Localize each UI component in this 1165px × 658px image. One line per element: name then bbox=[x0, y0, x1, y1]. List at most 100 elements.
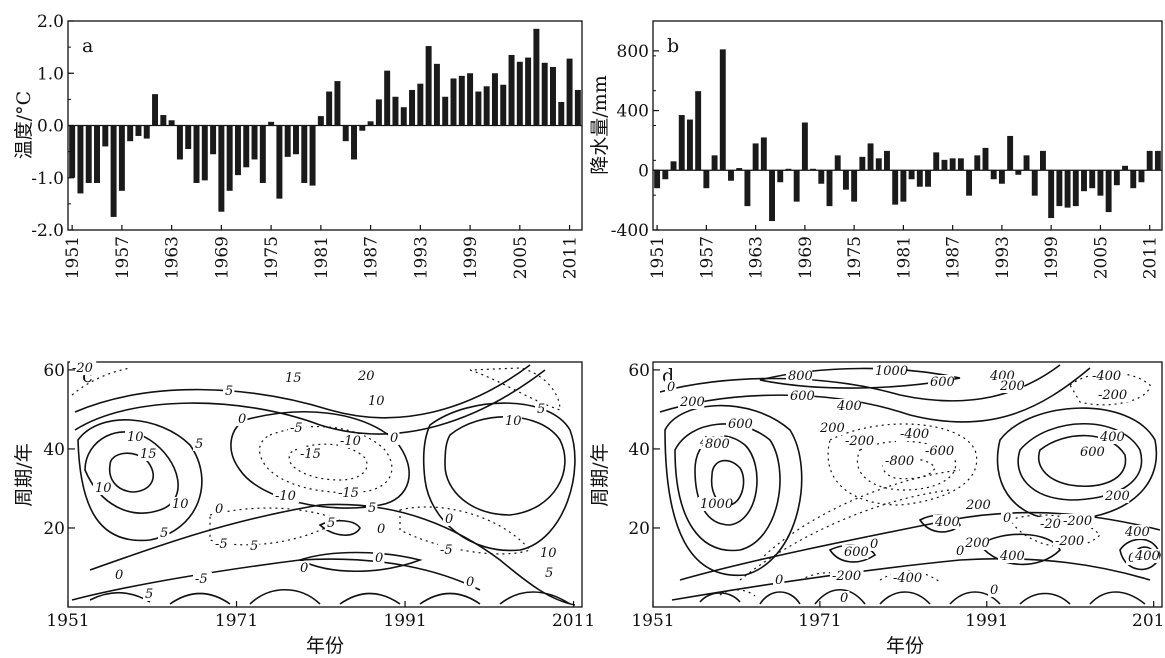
gc-contour-label-bg bbox=[325, 516, 337, 530]
gc-contour-label: -5 bbox=[290, 421, 303, 436]
gd-contour-label: 200 bbox=[1104, 489, 1130, 504]
gc-contour-label: -10 bbox=[275, 489, 296, 504]
gb-bar bbox=[875, 158, 882, 171]
panel-b: b 降水量/mm 800 400 0 -400 1951 1957 1963 1969 197… bbox=[589, 20, 1163, 279]
ga-bar bbox=[77, 125, 84, 194]
gd-contour-label-bg bbox=[1103, 489, 1130, 503]
panel-c-contours bbox=[71, 364, 576, 606]
gb-bar bbox=[851, 170, 858, 202]
gd-contour-label: -200 bbox=[1098, 388, 1127, 403]
ga-bar bbox=[218, 125, 225, 212]
gd-contour-label: 0 bbox=[956, 544, 964, 559]
gb-bar bbox=[834, 155, 841, 171]
gd-contour-label-bg bbox=[963, 536, 990, 550]
gd-contour-label-bg bbox=[726, 417, 753, 431]
gd-contour-label: 400 bbox=[836, 399, 862, 414]
gc-contour-label: 0 bbox=[300, 561, 308, 576]
gc-contour-label-bg bbox=[503, 414, 522, 428]
gd-ytick-label: 60 bbox=[628, 361, 650, 381]
gb-bar bbox=[1064, 170, 1071, 208]
gb-bar bbox=[744, 170, 751, 207]
gb-bar bbox=[859, 156, 866, 171]
panel-d-contours bbox=[659, 364, 1161, 605]
ga-bar bbox=[102, 125, 109, 147]
ga-bar bbox=[193, 125, 200, 183]
gc-contour-label-bg bbox=[375, 522, 387, 536]
ga-bar bbox=[558, 101, 565, 126]
gd-xtick-label: 1971 bbox=[798, 611, 841, 631]
gc-contour-label-bg bbox=[366, 501, 378, 515]
panel-d-ylabel: 周期/年 bbox=[589, 443, 611, 506]
gc-contour-label-bg bbox=[388, 431, 400, 445]
ga-bar bbox=[152, 94, 159, 126]
ga-bar bbox=[276, 125, 283, 199]
gc-contour-label: 5 bbox=[537, 402, 545, 417]
ga-xtick-label: 1993 bbox=[411, 236, 431, 279]
ga-bar bbox=[375, 99, 382, 126]
panel-b-ylabel: 降水量/mm bbox=[589, 75, 611, 174]
gc-contour-label-bg bbox=[236, 412, 248, 426]
ga-bar bbox=[210, 125, 217, 155]
panel-c: c 周期/年 年份 bbox=[13, 361, 595, 657]
gb-bar bbox=[1130, 170, 1137, 189]
gb-bar bbox=[966, 170, 973, 196]
gc-contour-label-bg bbox=[366, 394, 385, 408]
gb-xtick-label: 1993 bbox=[993, 236, 1013, 279]
panel-a: a 温度/°C 2.0 1.0 0.0 -1.0 -2.0 1951 1957 1963 19… bbox=[13, 12, 583, 279]
gd-ytick-label: 40 bbox=[628, 440, 650, 460]
gd-contour-label-bg bbox=[988, 583, 1000, 597]
gb-bar bbox=[695, 91, 702, 171]
panel-d-frame bbox=[652, 361, 1163, 608]
gc-contour-label-bg bbox=[298, 447, 325, 461]
gc-contour-label-bg bbox=[438, 543, 457, 557]
gd-contour-label: -400 bbox=[893, 571, 922, 586]
gb-bar bbox=[785, 168, 792, 171]
gd-contour-label: -800 bbox=[885, 454, 914, 469]
gd-contour-label: 600 bbox=[728, 417, 753, 432]
ga-bar bbox=[550, 66, 556, 126]
gb-bar bbox=[703, 170, 710, 189]
gb-bar bbox=[777, 170, 784, 183]
gc-contour-label: -20 bbox=[72, 361, 93, 376]
gb-bar bbox=[941, 159, 948, 171]
gc-contour-label-bg bbox=[538, 546, 557, 560]
gb-bar bbox=[1031, 170, 1038, 196]
ga-bar bbox=[176, 125, 183, 160]
gb-bar bbox=[654, 170, 661, 189]
gd-contour-label-bg bbox=[843, 434, 877, 448]
gc-contour-label: -15 bbox=[338, 486, 359, 501]
ga-bar bbox=[85, 125, 92, 183]
gb-xtick-label: 1957 bbox=[697, 236, 717, 279]
gb-bar bbox=[728, 170, 734, 181]
gd-contour-label: -600 bbox=[925, 444, 954, 459]
gb-bar bbox=[1072, 170, 1079, 207]
ga-bar bbox=[226, 125, 233, 191]
gb-bar bbox=[1056, 170, 1063, 207]
gb-ytick-label: -400 bbox=[611, 221, 649, 241]
gd-contour-label: -400 bbox=[1092, 369, 1121, 384]
ga-xtick-label: 2005 bbox=[511, 236, 531, 279]
gc-contour-label: 5 bbox=[327, 516, 335, 531]
ga-bar bbox=[425, 46, 432, 126]
gc-contour-label: 0 bbox=[466, 575, 474, 590]
gc-xtick-label: 1971 bbox=[215, 611, 258, 631]
gb-bar bbox=[1081, 170, 1087, 192]
ga-bar bbox=[185, 125, 192, 150]
ga-xtick-label: 1975 bbox=[262, 236, 282, 279]
gb-bar bbox=[793, 170, 800, 202]
gd-contour-label-bg bbox=[788, 389, 815, 403]
gd-contour-label: 0 bbox=[1003, 511, 1011, 526]
ga-bar bbox=[127, 125, 134, 142]
gc-contour-label-bg bbox=[158, 526, 170, 540]
gc-contour-label: 5 bbox=[368, 501, 376, 516]
gd-contour-label: 200 bbox=[999, 379, 1025, 394]
gb-bar bbox=[736, 168, 743, 171]
ga-bar bbox=[392, 96, 399, 126]
gd-contour-label: 0 bbox=[870, 537, 878, 552]
gc-contour-label-bg bbox=[464, 575, 476, 589]
gd-contour-label-bg bbox=[998, 549, 1025, 563]
ga-bar bbox=[309, 125, 316, 186]
gb-bar bbox=[925, 170, 931, 187]
gc-contour-label-bg bbox=[338, 434, 365, 448]
gc-contour-label: 0 bbox=[375, 551, 383, 566]
